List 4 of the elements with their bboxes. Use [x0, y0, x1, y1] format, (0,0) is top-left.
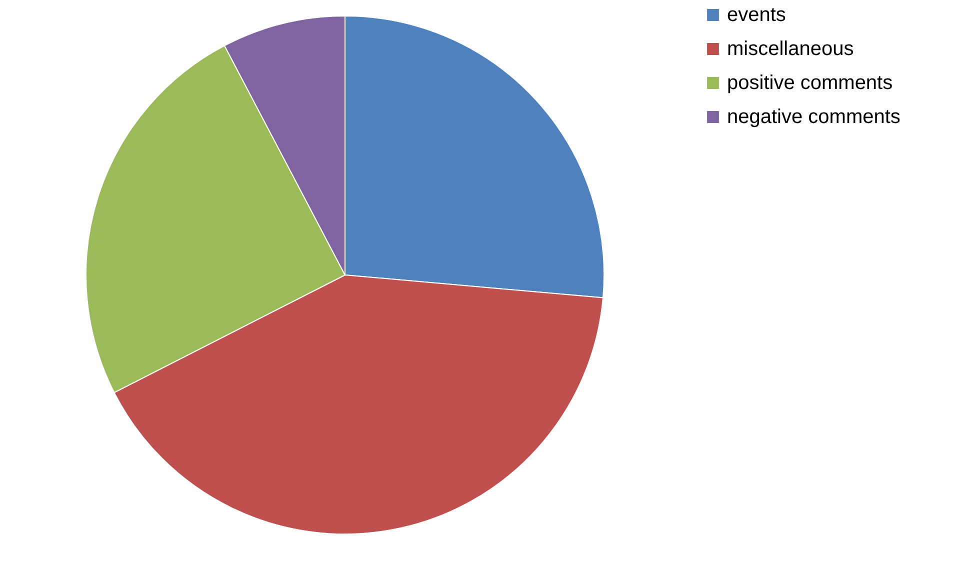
legend-label: events: [727, 4, 786, 26]
legend-label: positive comments: [727, 72, 893, 94]
legend-label: negative comments: [727, 106, 900, 128]
legend-label: miscellaneous: [727, 38, 854, 60]
